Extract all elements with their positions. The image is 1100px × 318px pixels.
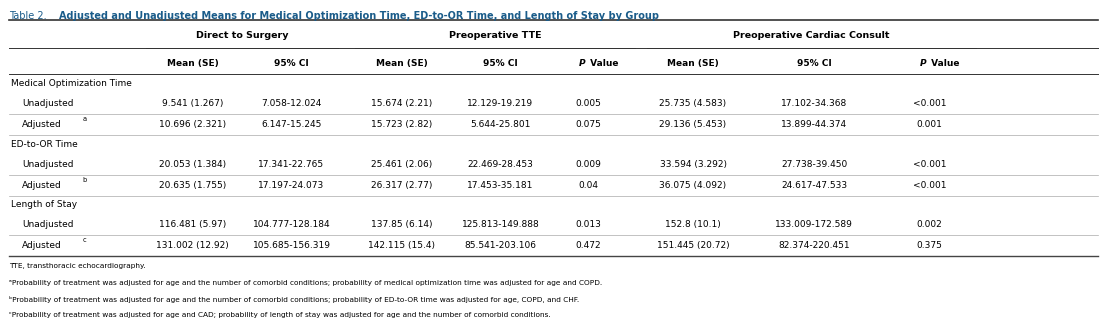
Text: 22.469-28.453: 22.469-28.453 [468, 160, 534, 169]
Text: 95% CI: 95% CI [274, 59, 309, 68]
Text: 95% CI: 95% CI [796, 59, 832, 68]
Text: 13.899-44.374: 13.899-44.374 [781, 120, 847, 129]
Text: Table 2.: Table 2. [9, 11, 50, 21]
Text: 142.115 (15.4): 142.115 (15.4) [368, 241, 434, 250]
Text: Adjusted: Adjusted [22, 120, 62, 129]
Text: ᵃProbability of treatment was adjusted for age and the number of comorbid condit: ᵃProbability of treatment was adjusted f… [9, 280, 602, 286]
Text: Unadjusted: Unadjusted [22, 99, 74, 108]
Text: 0.005: 0.005 [575, 99, 602, 108]
Text: 9.541 (1.267): 9.541 (1.267) [162, 99, 223, 108]
Text: 6.147-15.245: 6.147-15.245 [262, 120, 321, 129]
Text: 25.735 (4.583): 25.735 (4.583) [659, 99, 727, 108]
Text: 104.777-128.184: 104.777-128.184 [253, 220, 330, 229]
Text: 36.075 (4.092): 36.075 (4.092) [659, 181, 727, 190]
Text: <0.001: <0.001 [913, 160, 946, 169]
Text: Adjusted and Unadjusted Means for Medical Optimization Time, ED-to-OR Time, and : Adjusted and Unadjusted Means for Medica… [59, 11, 659, 21]
Text: Adjusted: Adjusted [22, 241, 62, 250]
Text: 0.002: 0.002 [916, 220, 943, 229]
Text: TTE, transthoracic echocardiography.: TTE, transthoracic echocardiography. [9, 263, 145, 269]
Text: 0.001: 0.001 [916, 120, 943, 129]
Text: 12.129-19.219: 12.129-19.219 [468, 99, 534, 108]
Text: 17.197-24.073: 17.197-24.073 [258, 181, 324, 190]
Text: ᶜProbability of treatment was adjusted for age and CAD; probability of length of: ᶜProbability of treatment was adjusted f… [9, 312, 550, 318]
Text: 0.009: 0.009 [575, 160, 602, 169]
Text: 7.058-12.024: 7.058-12.024 [262, 99, 321, 108]
Text: 0.075: 0.075 [575, 120, 602, 129]
Text: 17.102-34.368: 17.102-34.368 [781, 99, 847, 108]
Text: Medical Optimization Time: Medical Optimization Time [11, 80, 132, 88]
Text: 82.374-220.451: 82.374-220.451 [778, 241, 850, 250]
Text: 17.453-35.181: 17.453-35.181 [468, 181, 534, 190]
Text: 29.136 (5.453): 29.136 (5.453) [659, 120, 727, 129]
Text: 95% CI: 95% CI [483, 59, 518, 68]
Text: 85.541-203.106: 85.541-203.106 [464, 241, 537, 250]
Text: Preoperative TTE: Preoperative TTE [449, 31, 541, 40]
Text: Value: Value [928, 59, 960, 68]
Text: 131.002 (12.92): 131.002 (12.92) [156, 241, 229, 250]
Text: 25.461 (2.06): 25.461 (2.06) [371, 160, 432, 169]
Text: 10.696 (2.321): 10.696 (2.321) [158, 120, 227, 129]
Text: c: c [82, 237, 86, 243]
Text: 137.85 (6.14): 137.85 (6.14) [371, 220, 432, 229]
Text: Value: Value [587, 59, 619, 68]
Text: Direct to Surgery: Direct to Surgery [196, 31, 288, 40]
Text: 27.738-39.450: 27.738-39.450 [781, 160, 847, 169]
Text: 33.594 (3.292): 33.594 (3.292) [660, 160, 726, 169]
Text: ᵇProbability of treatment was adjusted for age and the number of comorbid condit: ᵇProbability of treatment was adjusted f… [9, 296, 579, 303]
Text: <0.001: <0.001 [913, 99, 946, 108]
Text: 5.644-25.801: 5.644-25.801 [471, 120, 530, 129]
Text: Mean (SE): Mean (SE) [166, 59, 219, 68]
Text: Length of Stay: Length of Stay [11, 200, 77, 210]
Text: Mean (SE): Mean (SE) [667, 59, 719, 68]
Text: 17.341-22.765: 17.341-22.765 [258, 160, 324, 169]
Text: 152.8 (10.1): 152.8 (10.1) [666, 220, 720, 229]
Text: ED-to-OR Time: ED-to-OR Time [11, 140, 78, 149]
Text: 24.617-47.533: 24.617-47.533 [781, 181, 847, 190]
Text: 0.04: 0.04 [579, 181, 598, 190]
Text: 0.375: 0.375 [916, 241, 943, 250]
Text: 15.674 (2.21): 15.674 (2.21) [371, 99, 432, 108]
Text: 133.009-172.589: 133.009-172.589 [776, 220, 853, 229]
Text: 15.723 (2.82): 15.723 (2.82) [371, 120, 432, 129]
Text: a: a [82, 116, 87, 122]
Text: Adjusted: Adjusted [22, 181, 62, 190]
Text: 151.445 (20.72): 151.445 (20.72) [657, 241, 729, 250]
Text: 116.481 (5.97): 116.481 (5.97) [158, 220, 227, 229]
Text: <0.001: <0.001 [913, 181, 946, 190]
Text: Unadjusted: Unadjusted [22, 220, 74, 229]
Text: b: b [82, 177, 87, 183]
Text: 20.635 (1.755): 20.635 (1.755) [158, 181, 227, 190]
Text: Preoperative Cardiac Consult: Preoperative Cardiac Consult [733, 31, 890, 40]
Text: 0.013: 0.013 [575, 220, 602, 229]
Text: 26.317 (2.77): 26.317 (2.77) [371, 181, 432, 190]
Text: 125.813-149.888: 125.813-149.888 [462, 220, 539, 229]
Text: 20.053 (1.384): 20.053 (1.384) [158, 160, 227, 169]
Text: P: P [920, 59, 926, 68]
Text: Mean (SE): Mean (SE) [375, 59, 428, 68]
Text: P: P [579, 59, 585, 68]
Text: 0.472: 0.472 [575, 241, 602, 250]
Text: Unadjusted: Unadjusted [22, 160, 74, 169]
Text: 105.685-156.319: 105.685-156.319 [253, 241, 330, 250]
